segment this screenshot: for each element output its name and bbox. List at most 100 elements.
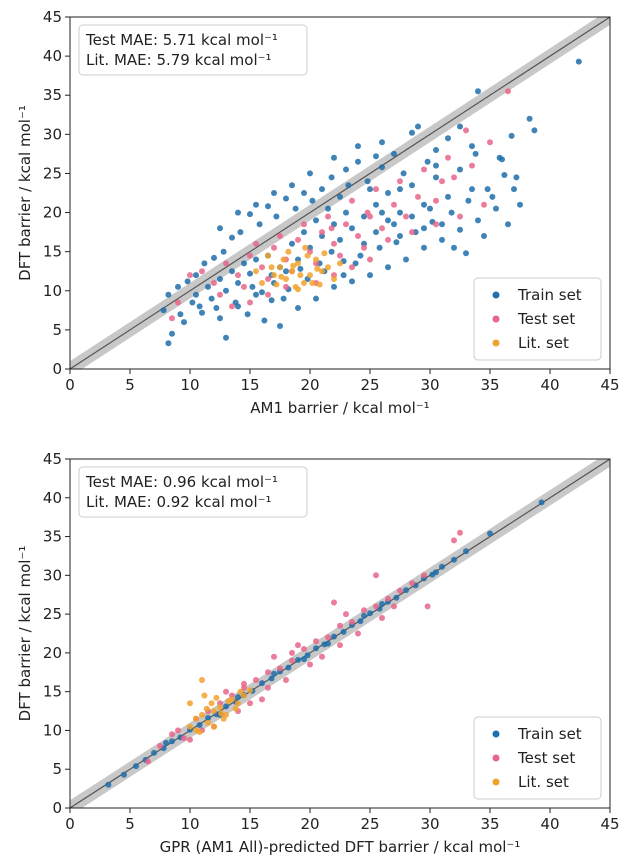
data-point	[261, 317, 268, 324]
data-point	[493, 205, 499, 212]
data-point	[271, 244, 277, 251]
data-point	[259, 680, 265, 687]
legend-label: Lit. set	[518, 773, 569, 791]
data-point	[457, 529, 463, 536]
data-point	[361, 607, 367, 614]
data-point	[481, 201, 487, 208]
data-point	[328, 248, 335, 255]
data-point	[309, 197, 316, 204]
data-point	[253, 291, 259, 298]
data-point	[217, 276, 223, 282]
data-point	[249, 283, 256, 290]
y-tick-label: 35	[43, 86, 62, 104]
data-point	[424, 158, 431, 165]
data-point	[205, 719, 211, 726]
data-point	[538, 499, 545, 506]
y-tick-label: 5	[52, 321, 62, 339]
data-point	[433, 147, 439, 153]
data-point	[328, 225, 335, 232]
data-point	[373, 572, 379, 579]
x-tick-label: 10	[180, 815, 199, 833]
x-tick-label: 30	[420, 376, 439, 394]
data-point	[169, 731, 175, 738]
data-point	[505, 221, 511, 228]
data-point	[475, 88, 481, 95]
data-point	[199, 711, 205, 718]
data-point	[343, 221, 349, 228]
data-point	[325, 205, 331, 212]
data-point	[357, 252, 364, 259]
data-point	[295, 656, 301, 663]
data-point	[169, 330, 175, 337]
data-point	[409, 182, 415, 189]
data-point	[301, 190, 307, 196]
data-point	[314, 265, 321, 272]
data-point	[283, 283, 289, 290]
data-point	[175, 299, 181, 306]
data-point	[223, 703, 229, 710]
data-point	[232, 705, 239, 712]
y-tick-label: 15	[43, 243, 62, 261]
data-point	[439, 236, 445, 243]
plot-area	[70, 459, 610, 808]
data-point	[218, 710, 225, 717]
data-point	[355, 143, 361, 150]
data-point	[472, 150, 479, 157]
data-point	[352, 260, 359, 267]
mae-annotation: Test MAE: 5.71 kcal mol⁻¹ Lit. MAE: 5.79 …	[78, 24, 308, 76]
data-point	[271, 190, 277, 196]
data-point	[259, 280, 265, 286]
legend-marker	[492, 730, 500, 738]
data-point	[165, 291, 172, 298]
data-point	[247, 299, 253, 306]
data-point	[397, 186, 403, 193]
data-point	[457, 123, 463, 130]
data-point	[373, 153, 379, 160]
y-axis-label: DFT barrier / kcal mol⁻¹	[16, 546, 34, 722]
data-point	[337, 642, 343, 649]
y-tick-label: 35	[43, 528, 62, 546]
data-point	[325, 213, 331, 220]
data-point	[513, 174, 520, 181]
data-point	[526, 115, 533, 122]
data-point	[316, 281, 323, 288]
data-point	[278, 273, 285, 280]
data-point	[415, 123, 421, 130]
series-test-set	[169, 88, 511, 322]
data-point	[379, 209, 385, 216]
data-point	[496, 154, 503, 161]
data-point	[177, 311, 184, 318]
data-point	[229, 303, 235, 310]
identity-line	[70, 17, 610, 369]
data-point	[340, 272, 347, 279]
data-point	[253, 268, 259, 275]
data-point	[337, 622, 343, 629]
data-point	[445, 193, 451, 200]
data-point	[343, 166, 349, 173]
x-tick-label: 20	[300, 376, 319, 394]
data-point	[385, 190, 391, 196]
data-point	[165, 340, 172, 347]
data-point	[283, 195, 289, 202]
data-point	[421, 166, 427, 173]
data-point	[187, 700, 193, 707]
plot-area	[70, 17, 610, 369]
data-point	[433, 174, 439, 181]
data-point	[376, 244, 383, 251]
x-tick-label: 40	[540, 376, 559, 394]
data-point	[304, 252, 311, 259]
data-point	[297, 265, 304, 272]
data-point	[331, 240, 337, 247]
data-point	[253, 677, 259, 683]
data-point	[189, 299, 196, 306]
data-point	[433, 569, 439, 576]
data-point	[505, 88, 511, 95]
data-point	[367, 610, 373, 617]
data-point	[235, 272, 241, 279]
data-point	[163, 739, 169, 746]
data-point	[313, 645, 319, 652]
data-point	[280, 256, 287, 263]
data-point	[469, 143, 475, 150]
x-tick-label: 5	[125, 376, 135, 394]
data-point	[307, 170, 313, 177]
